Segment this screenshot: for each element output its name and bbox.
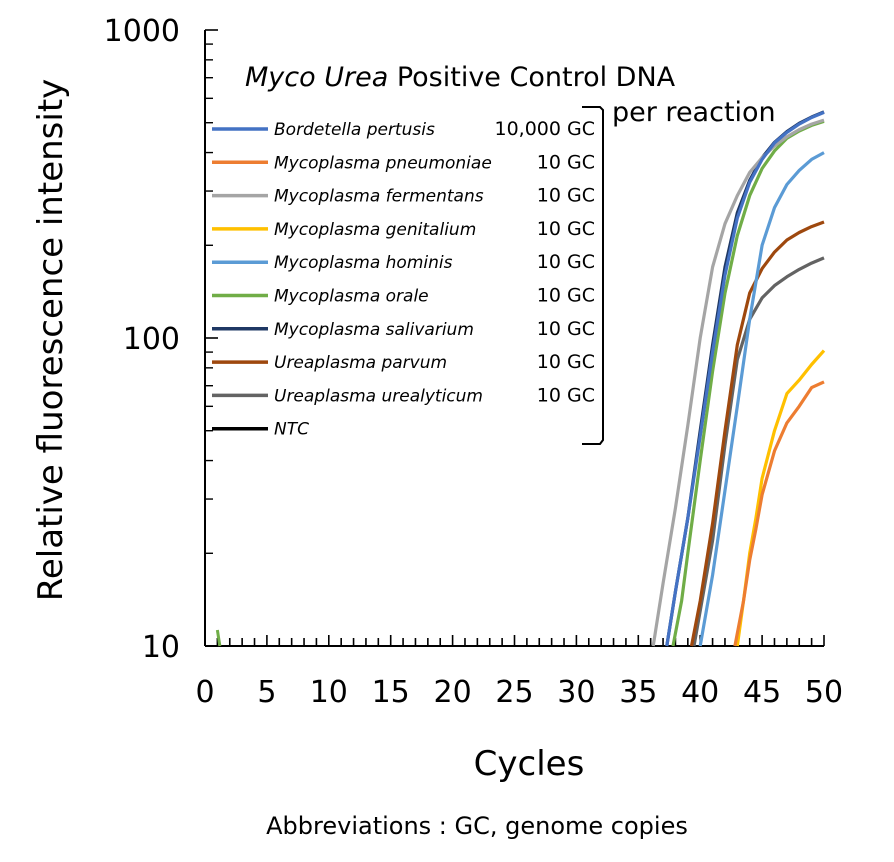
series-line [692, 256, 825, 647]
legend-label: Mycoplasma genitalium [274, 220, 476, 240]
legend-concentration: 10 GC [537, 151, 595, 173]
chart-title-rest: Positive Control DNA [388, 62, 675, 93]
x-tick-label: 15 [372, 675, 410, 710]
legend-label: Mycoplasma hominis [274, 253, 453, 273]
y-axis-title: Relative fluorescence intensity [31, 79, 71, 602]
legend-label: NTC [274, 420, 309, 440]
legend-label: Mycoplasma orale [274, 287, 429, 307]
series-lines [215, 110, 826, 647]
series-line [733, 380, 825, 647]
chart-title-line2: per reaction [612, 97, 776, 128]
series-line [665, 110, 825, 647]
x-tick-label: 0 [195, 675, 214, 710]
legend-label: Ureaplasma parvum [274, 353, 447, 373]
legend-concentration: 10 GC [537, 285, 595, 307]
series-line [651, 118, 825, 647]
legend-concentration: 10 GC [537, 185, 595, 207]
legend-concentration: 10 GC [537, 218, 595, 240]
x-axis-ticks: 0 5 10 15 20 25 30 35 40 45 50 [195, 635, 843, 710]
x-tick-label: 25 [495, 675, 533, 710]
legend-label: Mycoplasma salivarium [274, 320, 474, 340]
y-tick-label: 100 [123, 322, 180, 357]
y-tick-label: 1000 [104, 14, 180, 49]
x-tick-label: 35 [619, 675, 657, 710]
legend-label: Mycoplasma fermentans [274, 187, 484, 207]
legend-label: Mycoplasma pneumoniae [274, 153, 492, 173]
legend-bracket [582, 106, 604, 445]
x-tick-label: 50 [805, 675, 843, 710]
legend-concentration: 10 GC [537, 251, 595, 273]
series-line [698, 151, 825, 647]
y-axis-ticks: 10 100 1000 [104, 14, 218, 665]
x-tick-label: 30 [557, 675, 595, 710]
legend-concentration: 10,000 GC [494, 118, 595, 140]
x-tick-label: 10 [310, 675, 348, 710]
x-tick-label: 40 [681, 675, 719, 710]
legend-label: Ureaplasma urealyticum [274, 386, 483, 406]
chart: 0 5 10 15 20 25 30 35 40 45 50 10 100 1000 Bordetell… [31, 14, 843, 784]
x-axis-title: Cycles [474, 744, 585, 784]
legend-concentration: 10 GC [537, 318, 595, 340]
legend-concentration: 10 GC [537, 351, 595, 373]
footnote: Abbreviations : GC, genome copies [266, 812, 688, 840]
x-tick-label: 45 [743, 675, 781, 710]
chart-title-italic: Myco Urea [245, 62, 388, 93]
x-tick-label: 20 [434, 675, 472, 710]
x-tick-label: 5 [257, 675, 276, 710]
series-line [735, 349, 826, 647]
legend-concentration: 10 GC [537, 384, 595, 406]
legend-label: Bordetella pertusis [274, 120, 435, 140]
y-tick-label: 10 [142, 630, 180, 665]
chart-title: Myco Urea Positive Control DNA [245, 62, 676, 93]
series-baseline-blip [215, 629, 222, 647]
